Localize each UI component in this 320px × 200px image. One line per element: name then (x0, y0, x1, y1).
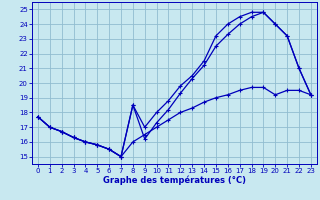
X-axis label: Graphe des températures (°C): Graphe des températures (°C) (103, 176, 246, 185)
